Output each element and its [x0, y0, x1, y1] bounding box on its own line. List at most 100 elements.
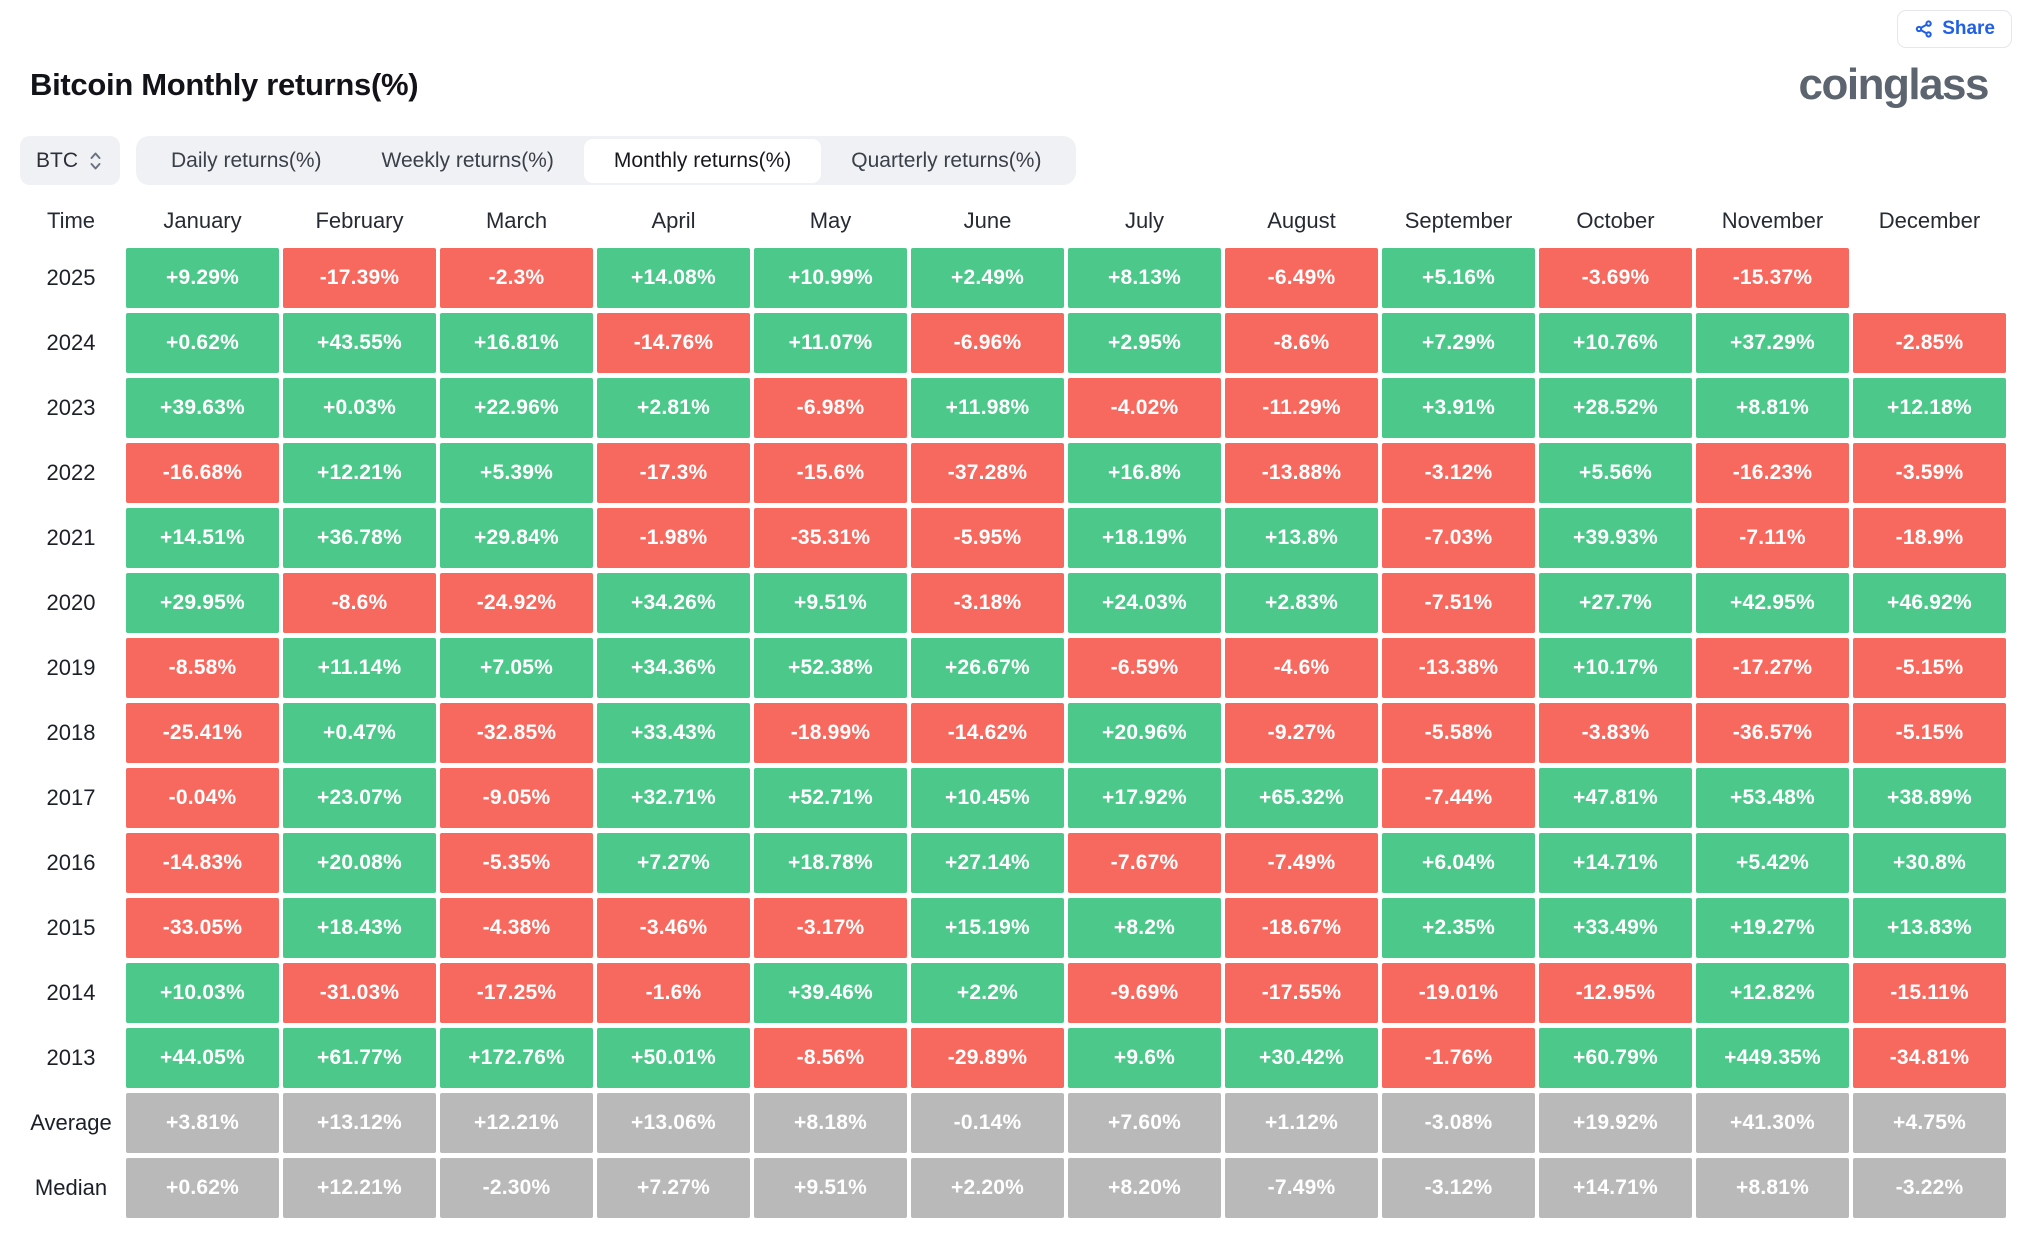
- row-label: 2025: [46, 265, 96, 290]
- return-cell: +61.77%: [283, 1028, 436, 1088]
- return-cell: +7.05%: [440, 638, 593, 698]
- return-cell: -2.3%: [440, 248, 593, 308]
- return-cell: -33.05%: [126, 898, 279, 958]
- return-cell: -7.03%: [1382, 508, 1535, 568]
- return-cell: +0.03%: [283, 378, 436, 438]
- return-cell: +11.98%: [911, 378, 1064, 438]
- return-cell: -3.17%: [754, 898, 907, 958]
- table-header-row: Time January February March April May June July…: [20, 199, 2006, 243]
- return-cell: +18.19%: [1068, 508, 1221, 568]
- chevron-up-down-icon: [87, 150, 104, 172]
- return-cell: +5.39%: [440, 443, 593, 503]
- symbol-select[interactable]: BTC: [20, 136, 120, 185]
- column-header: June: [963, 208, 1012, 233]
- table-row: 2016 -14.83% +20.08% -5.35% +7.27% +18.78% +27…: [20, 833, 2006, 893]
- return-cell: +5.16%: [1382, 248, 1535, 308]
- return-cell: +28.52%: [1539, 378, 1692, 438]
- return-cell: -8.6%: [283, 573, 436, 633]
- return-cell: -25.41%: [126, 703, 279, 763]
- return-cell: +50.01%: [597, 1028, 750, 1088]
- return-cell: +42.95%: [1696, 573, 1849, 633]
- return-cell: +11.14%: [283, 638, 436, 698]
- return-cell: +32.71%: [597, 768, 750, 828]
- table-row: Average +3.81% +13.12% +12.21% +13.06% +8.18%…: [20, 1093, 2006, 1153]
- table-row: Median +0.62% +12.21% -2.30% +7.27% +9.51% +2.…: [20, 1158, 2006, 1218]
- return-cell: +12.21%: [283, 443, 436, 503]
- return-cell: +30.42%: [1225, 1028, 1378, 1088]
- tab-weekly[interactable]: Weekly returns(%): [352, 139, 584, 183]
- return-cell: +14.08%: [597, 248, 750, 308]
- column-header: February: [315, 208, 404, 233]
- row-label: Median: [34, 1175, 108, 1200]
- return-cell: -16.23%: [1696, 443, 1849, 503]
- return-cell: +7.27%: [597, 1158, 750, 1218]
- share-button-label: Share: [1942, 18, 1995, 39]
- return-cell: -5.58%: [1382, 703, 1535, 763]
- return-cell: +8.81%: [1696, 378, 1849, 438]
- return-cell: +10.99%: [754, 248, 907, 308]
- return-cell: +29.84%: [440, 508, 593, 568]
- column-header: April: [651, 208, 696, 233]
- return-cell: -17.39%: [283, 248, 436, 308]
- return-cell: +0.47%: [283, 703, 436, 763]
- share-button[interactable]: Share: [1897, 10, 2012, 48]
- table-row: 2018 -25.41% +0.47% -32.85% +33.43% -18.99% -1…: [20, 703, 2006, 763]
- return-cell: -2.30%: [440, 1158, 593, 1218]
- return-cell: -7.49%: [1225, 833, 1378, 893]
- return-cell: +4.75%: [1853, 1093, 2006, 1153]
- tab-daily[interactable]: Daily returns(%): [141, 139, 352, 183]
- row-label: 2018: [46, 720, 96, 745]
- return-cell: +38.89%: [1853, 768, 2006, 828]
- return-cell: -24.92%: [440, 573, 593, 633]
- return-cell: +14.51%: [126, 508, 279, 568]
- row-label: 2016: [46, 850, 96, 875]
- top-bar: Share: [0, 0, 2028, 48]
- return-cell: +14.71%: [1539, 833, 1692, 893]
- return-cell: +12.18%: [1853, 378, 2006, 438]
- return-cell: -6.59%: [1068, 638, 1221, 698]
- table-row: 2021 +14.51% +36.78% +29.84% -1.98% -35.31% -5…: [20, 508, 2006, 568]
- return-cell: +9.51%: [754, 573, 907, 633]
- return-cell: -15.37%: [1696, 248, 1849, 308]
- return-cell: -14.76%: [597, 313, 750, 373]
- return-cell: +34.26%: [597, 573, 750, 633]
- return-cell: -4.38%: [440, 898, 593, 958]
- return-cell: +1.12%: [1225, 1093, 1378, 1153]
- return-cell: -0.14%: [911, 1093, 1064, 1153]
- page-title: Bitcoin Monthly returns(%): [30, 67, 419, 102]
- return-cell: +3.81%: [126, 1093, 279, 1153]
- row-label: 2023: [46, 395, 96, 420]
- return-cell: -0.04%: [126, 768, 279, 828]
- tab-quarterly[interactable]: Quarterly returns(%): [821, 139, 1071, 183]
- returns-tab-group: Daily returns(%) Weekly returns(%) Monthly…: [136, 136, 1077, 185]
- return-cell: +33.49%: [1539, 898, 1692, 958]
- table-row: 2017 -0.04% +23.07% -9.05% +32.71% +52.71% +10…: [20, 768, 2006, 828]
- return-cell: -17.27%: [1696, 638, 1849, 698]
- return-cell: -6.49%: [1225, 248, 1378, 308]
- tab-monthly[interactable]: Monthly returns(%): [583, 138, 822, 183]
- return-cell: +16.81%: [440, 313, 593, 373]
- return-cell: +27.7%: [1539, 573, 1692, 633]
- table-row: 2023 +39.63% +0.03% +22.96% +2.81% -6.98% +11.…: [20, 378, 2006, 438]
- return-cell: +14.71%: [1539, 1158, 1692, 1218]
- row-label: 2013: [46, 1045, 96, 1070]
- return-cell: +22.96%: [440, 378, 593, 438]
- table-row: 2025 +9.29% -17.39% -2.3% +14.08% +10.99% +2.4…: [20, 248, 2006, 308]
- page-header: Bitcoin Monthly returns(%) coinglass: [0, 48, 2028, 110]
- return-cell: -1.76%: [1382, 1028, 1535, 1088]
- table-row: 2022 -16.68% +12.21% +5.39% -17.3% -15.6% -37.…: [20, 443, 2006, 503]
- return-cell: -12.95%: [1539, 963, 1692, 1023]
- return-cell: -29.89%: [911, 1028, 1064, 1088]
- return-cell: +39.63%: [126, 378, 279, 438]
- return-cell: +17.92%: [1068, 768, 1221, 828]
- return-cell: +19.27%: [1696, 898, 1849, 958]
- return-cell: -31.03%: [283, 963, 436, 1023]
- return-cell: -15.6%: [754, 443, 907, 503]
- return-cell: -18.9%: [1853, 508, 2006, 568]
- share-icon: [1914, 19, 1934, 39]
- return-cell: +8.81%: [1696, 1158, 1849, 1218]
- return-cell: +39.46%: [754, 963, 907, 1023]
- return-cell: +33.43%: [597, 703, 750, 763]
- column-header: July: [1124, 208, 1165, 233]
- return-cell: +39.93%: [1539, 508, 1692, 568]
